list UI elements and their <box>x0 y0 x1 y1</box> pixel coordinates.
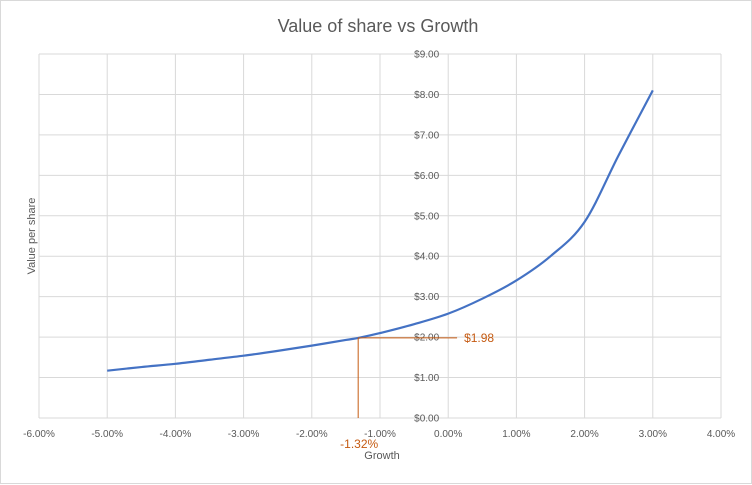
x-tick-label: -4.00% <box>160 429 192 440</box>
horizontal-gridlines <box>39 53 721 419</box>
series-line <box>107 89 654 372</box>
y-tick-label: $0.00 <box>414 414 439 425</box>
y-tick-label: $4.00 <box>414 252 439 263</box>
x-tick-label: 4.00% <box>707 429 735 440</box>
y-tick-label: $7.00 <box>414 130 439 141</box>
x-tick-label: -6.00% <box>23 429 55 440</box>
x-axis-tick-labels: -6.00% -5.00% -4.00% -3.00% -2.00% -1.00% 0.00… <box>23 429 735 440</box>
x-tick-label: 2.00% <box>570 429 598 440</box>
x-tick-label: -5.00% <box>91 429 123 440</box>
y-axis-title: Value per share <box>26 198 38 275</box>
x-tick-label: -3.00% <box>228 429 260 440</box>
y-tick-label: $8.00 <box>414 90 439 101</box>
vertical-gridlines <box>38 54 722 418</box>
y-tick-label: $6.00 <box>414 171 439 182</box>
x-tick-label: 0.00% <box>434 429 462 440</box>
x-axis-title: Growth <box>364 450 399 462</box>
y-tick-label: $3.00 <box>414 292 439 303</box>
annotation-x-value: -1.32% <box>340 437 378 451</box>
annotation-lines <box>357 337 458 418</box>
x-tick-label: -1.00% <box>364 429 396 440</box>
x-tick-label: -2.00% <box>296 429 328 440</box>
chart-title: Value of share vs Growth <box>278 16 479 36</box>
y-tick-label: $1.00 <box>414 373 439 384</box>
y-tick-label: $9.00 <box>414 50 439 61</box>
x-tick-label: 1.00% <box>502 429 530 440</box>
x-tick-label: 3.00% <box>639 429 667 440</box>
annotation-y-value: $1.98 <box>464 331 494 345</box>
y-tick-label: $5.00 <box>414 211 439 222</box>
y-axis-tick-labels: $0.00$1.00$2.00$3.00$4.00$5.00$6.00$7.00… <box>414 50 439 425</box>
